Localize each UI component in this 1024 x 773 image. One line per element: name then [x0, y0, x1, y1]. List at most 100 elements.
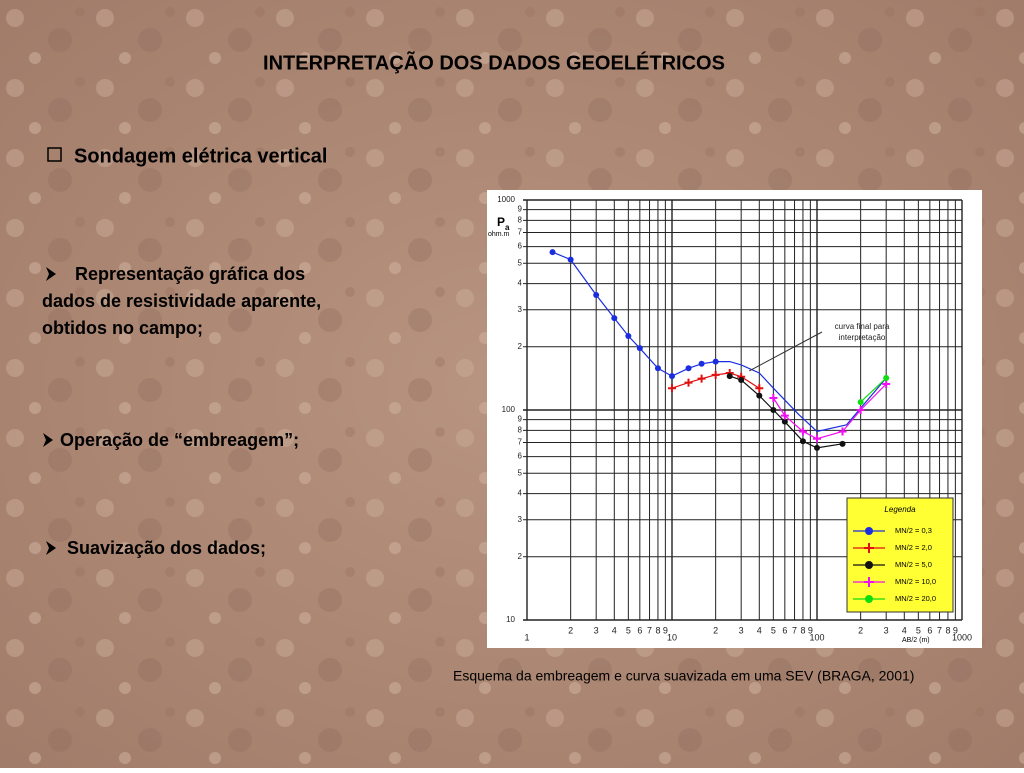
- legend-marker: [865, 595, 873, 603]
- x-tick-label: 3: [739, 625, 744, 635]
- x-tick-label: 2: [568, 625, 573, 635]
- x-tick-label: 10: [667, 632, 677, 642]
- marker: [711, 370, 720, 379]
- legend-label: MN/2 = 5,0: [895, 560, 932, 569]
- legend-label: MN/2 = 2,0: [895, 543, 932, 552]
- x-tick-label: 9: [808, 625, 813, 635]
- y-tick-label: 6: [518, 452, 523, 461]
- marker: [814, 444, 820, 451]
- annotation: interpretação: [839, 333, 886, 342]
- x-tick-label: 6: [637, 625, 642, 635]
- y-tick-label: 5: [518, 468, 523, 477]
- marker: [654, 365, 661, 372]
- marker: [712, 358, 719, 365]
- marker: [593, 291, 600, 298]
- x-tick-label: 7: [792, 625, 797, 635]
- caption: Esquema da embreagem e curva suavizada e…: [453, 668, 914, 684]
- item-line: dados de resistividade aparente,: [42, 291, 321, 311]
- x-tick-label: 8: [655, 625, 660, 635]
- y-tick-label: 4: [518, 279, 523, 288]
- y-tick-label: 8: [518, 215, 523, 224]
- x-tick-label: 9: [663, 625, 668, 635]
- marker: [781, 418, 788, 425]
- y-tick-label: 4: [518, 489, 523, 498]
- y-tick-label: 2: [518, 552, 523, 561]
- y-tick-label: 6: [518, 242, 523, 251]
- x-tick-label: 100: [809, 632, 824, 642]
- marker: [697, 374, 706, 383]
- legend-marker: [865, 561, 873, 569]
- x-tick-label: 7: [647, 625, 652, 635]
- marker: [838, 427, 847, 436]
- x-tick-label: 2: [858, 625, 863, 635]
- bullet-box: [47, 147, 62, 162]
- y-tick-label: 9: [518, 205, 523, 214]
- marker: [669, 373, 675, 380]
- x-tick-label: 8: [945, 625, 950, 635]
- legend-label: MN/2 = 20,0: [895, 594, 936, 603]
- annotation: curva final para: [835, 322, 890, 331]
- annotation-arrow: [748, 331, 823, 372]
- marker: [636, 345, 643, 352]
- bullet-arrow: [46, 267, 56, 281]
- x-tick-label: 6: [927, 625, 932, 635]
- legend-marker: [864, 577, 874, 587]
- x-tick-label: 3: [594, 625, 599, 635]
- y-tick-label: 3: [518, 515, 523, 524]
- marker: [549, 249, 556, 256]
- x-tick-label: 5: [916, 625, 921, 635]
- slide-title: INTERPRETAÇÃO DOS DADOS GEOELÉTRICOS: [263, 51, 725, 74]
- marker: [755, 384, 764, 393]
- marker: [798, 427, 807, 436]
- legend-label: MN/2 = 0,3: [895, 526, 932, 535]
- y-tick-label: 1000: [497, 195, 515, 204]
- marker: [857, 399, 864, 406]
- bullet-arrow: [46, 541, 56, 555]
- x-tick-label: 1: [524, 632, 529, 642]
- final-curve: [715, 361, 887, 433]
- marker: [780, 411, 789, 420]
- marker: [611, 315, 618, 322]
- legend-title: Legenda: [884, 505, 916, 514]
- y-tick-label: 3: [518, 305, 523, 314]
- legend-marker: [865, 527, 873, 535]
- x-tick-label: 6: [782, 625, 787, 635]
- legend-label: MN/2 = 10,0: [895, 577, 936, 586]
- y-tick-label: 9: [518, 415, 523, 424]
- marker: [726, 373, 733, 380]
- y-tick-label: 8: [518, 425, 523, 434]
- marker: [799, 438, 806, 445]
- marker: [698, 360, 705, 367]
- x-tick-label: 4: [902, 625, 907, 635]
- legend-marker: [864, 543, 874, 553]
- marker: [883, 375, 890, 382]
- marker: [756, 392, 763, 399]
- legend-box: [846, 497, 954, 613]
- marker: [813, 434, 821, 443]
- x-tick-label: 3: [884, 625, 889, 635]
- y-tick-label: 7: [518, 228, 523, 237]
- x-tick-label: 4: [757, 625, 762, 635]
- marker: [882, 379, 891, 388]
- marker: [625, 333, 632, 340]
- y-tick-label: 2: [518, 342, 523, 351]
- x-tick-label: 2: [713, 625, 718, 635]
- x-axis-label: AB/2 (m): [902, 637, 930, 644]
- marker: [856, 406, 865, 414]
- item-line: Representação gráfica dos: [75, 264, 305, 284]
- marker: [685, 365, 692, 372]
- marker: [738, 376, 745, 383]
- y-tick-label: 10: [506, 615, 515, 624]
- bullet-arrow: [43, 433, 53, 447]
- x-tick-label: 7: [937, 625, 942, 635]
- marker: [770, 407, 777, 413]
- y-tick-label: 5: [518, 258, 523, 267]
- y-axis-label: P: [497, 215, 505, 229]
- marker: [668, 384, 676, 393]
- y-axis-label-sub: a: [505, 223, 510, 232]
- x-tick-label: 4: [612, 625, 617, 635]
- x-tick-label: 8: [800, 625, 805, 635]
